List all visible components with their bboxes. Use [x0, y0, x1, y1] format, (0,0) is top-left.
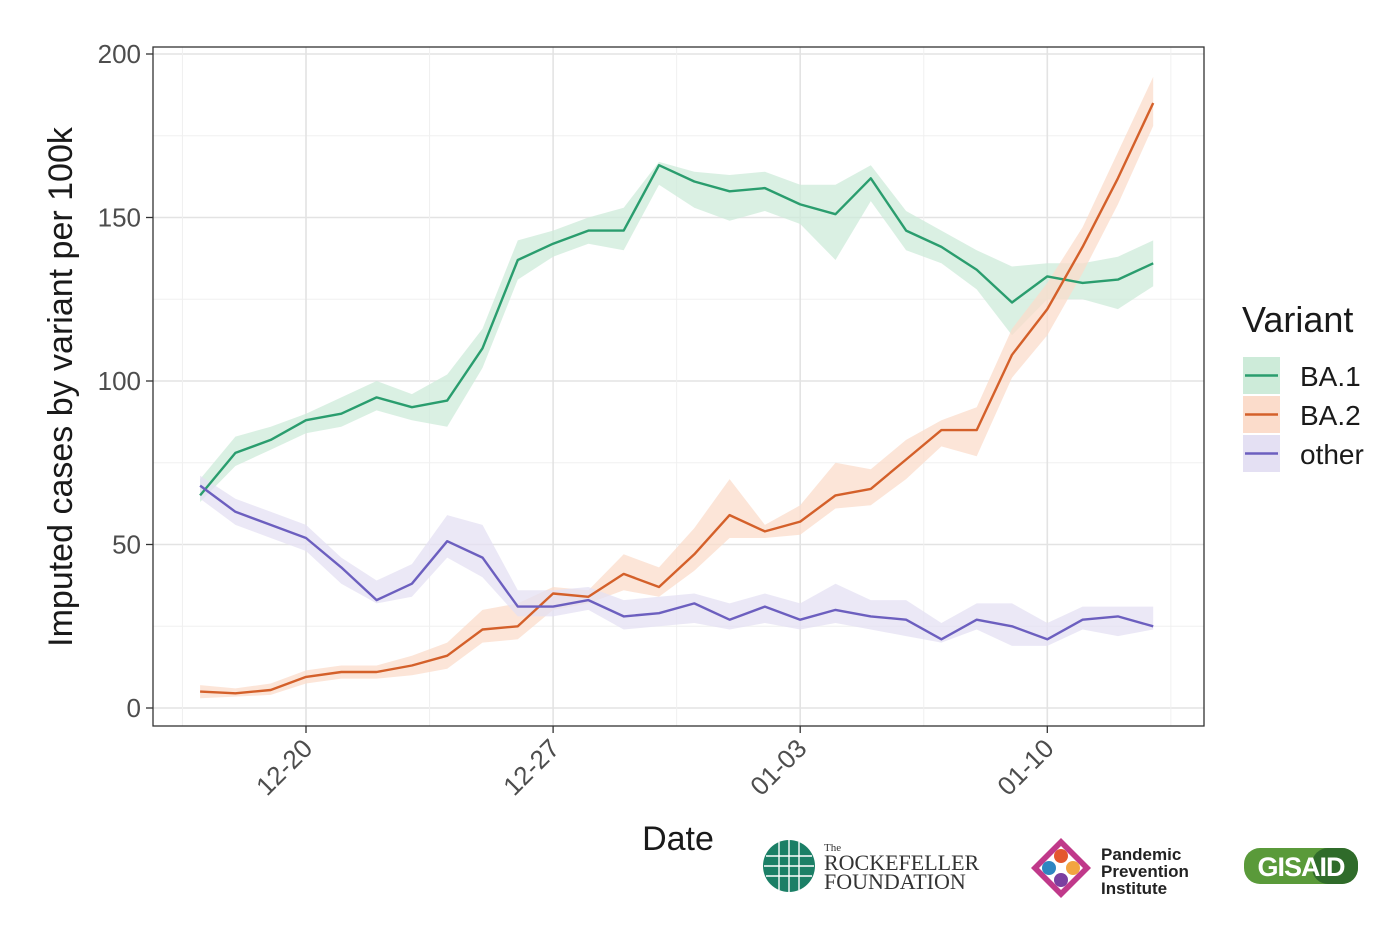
x-axis-title: Date — [642, 820, 714, 858]
ppi-line1: Pandemic — [1101, 845, 1181, 864]
y-tick-label: 50 — [112, 530, 141, 560]
legend-label-ba2: BA.2 — [1300, 400, 1361, 431]
legend: Variant BA.1 BA.2 other — [1242, 299, 1364, 472]
ppi-emblem-icon — [1031, 838, 1091, 898]
y-axis-ticks: 0 50 100 150 200 — [98, 39, 153, 723]
legend-label-other: other — [1300, 439, 1364, 470]
series-lines — [199, 102, 1155, 695]
band-ba1 — [200, 161, 1154, 502]
rockefeller-line1: ROCKEFELLER — [824, 850, 980, 875]
line-other — [199, 484, 1154, 641]
line-ba2 — [200, 102, 1155, 695]
legend-title: Variant — [1242, 299, 1353, 340]
confidence-bands — [200, 76, 1154, 699]
band-other — [200, 475, 1154, 646]
y-tick-label: 200 — [98, 39, 141, 69]
rockefeller-line2: FOUNDATION — [824, 869, 966, 894]
y-axis-title: Imputed cases by variant per 100k — [42, 126, 80, 647]
ppi-line3: Institute — [1101, 879, 1167, 898]
line-ba1 — [199, 163, 1154, 497]
rockefeller-small-text: The — [824, 842, 841, 854]
y-tick-label: 150 — [98, 203, 141, 233]
pandemic-prevention-institute-logo: Pandemic Prevention Institute — [1031, 838, 1189, 898]
legend-label-ba1: BA.1 — [1300, 361, 1361, 392]
rockefeller-foundation-logo: The ROCKEFELLER FOUNDATION — [763, 840, 980, 894]
band-ba2 — [200, 76, 1154, 699]
ppi-line2: Prevention — [1101, 862, 1189, 881]
y-tick-label: 0 — [127, 693, 141, 723]
plot-panel-border — [152, 46, 1205, 727]
gisaid-text: GISAID — [1257, 852, 1345, 882]
gisaid-logo: GISAID — [1244, 848, 1358, 884]
y-tick-label: 100 — [98, 366, 141, 396]
